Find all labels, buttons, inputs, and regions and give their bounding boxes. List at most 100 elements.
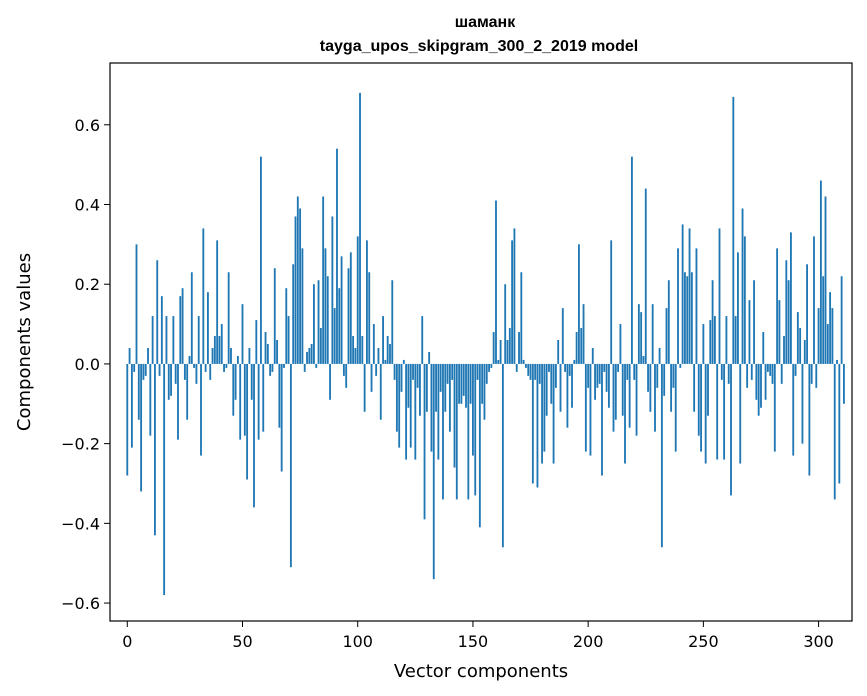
bar-44 bbox=[227, 272, 230, 364]
bar-86 bbox=[324, 248, 327, 364]
bar-226 bbox=[647, 363, 649, 392]
bar-32 bbox=[200, 363, 202, 456]
bar-139 bbox=[446, 363, 449, 384]
x-tick-label: 100 bbox=[342, 632, 373, 651]
bar-34 bbox=[204, 363, 207, 372]
bar-168 bbox=[513, 228, 516, 364]
bar-215 bbox=[621, 363, 624, 416]
bar-295 bbox=[806, 264, 808, 364]
bar-291 bbox=[796, 312, 799, 364]
bar-154 bbox=[481, 363, 484, 404]
bar-150 bbox=[472, 363, 474, 456]
bar-303 bbox=[824, 196, 827, 364]
bar-118 bbox=[398, 363, 401, 448]
bar-25 bbox=[183, 363, 186, 380]
x-tick-label: 50 bbox=[232, 632, 252, 651]
bar-145 bbox=[460, 363, 463, 404]
x-axis-ticks: 0 50 100 150 200 250 300 bbox=[122, 621, 834, 651]
bar-3 bbox=[133, 363, 136, 372]
bar-117 bbox=[395, 363, 398, 432]
bar-213 bbox=[617, 363, 620, 372]
bar-151 bbox=[474, 363, 477, 496]
bar-191 bbox=[566, 363, 569, 428]
bar-238 bbox=[674, 363, 677, 452]
bar-230 bbox=[656, 363, 659, 388]
bar-159 bbox=[492, 332, 495, 364]
bar-299 bbox=[815, 363, 818, 388]
bar-253 bbox=[709, 320, 712, 364]
bar-92 bbox=[338, 288, 341, 364]
bar-131 bbox=[428, 351, 431, 364]
bar-37 bbox=[211, 347, 214, 364]
bar-311 bbox=[843, 363, 845, 404]
bar-204 bbox=[596, 363, 599, 388]
bar-227 bbox=[649, 363, 652, 412]
bar-129 bbox=[423, 363, 426, 520]
bar-162 bbox=[499, 340, 502, 364]
bar-281 bbox=[773, 363, 776, 452]
bar-268 bbox=[743, 236, 746, 364]
bar-163 bbox=[501, 363, 504, 548]
bar-282 bbox=[776, 248, 779, 364]
bar-122 bbox=[407, 363, 410, 408]
bar-39 bbox=[216, 240, 219, 364]
bar-140 bbox=[448, 363, 451, 432]
bar-256 bbox=[716, 363, 719, 460]
bar-107 bbox=[372, 324, 375, 364]
bar-210 bbox=[610, 240, 613, 364]
bar-112 bbox=[384, 359, 387, 364]
bar-88 bbox=[329, 363, 331, 400]
bar-195 bbox=[575, 332, 578, 364]
bar-297 bbox=[810, 363, 813, 384]
bar-261 bbox=[727, 363, 730, 384]
bar-254 bbox=[711, 280, 714, 364]
bar-49 bbox=[239, 363, 242, 440]
plot-frame bbox=[109, 62, 853, 622]
bar-67 bbox=[280, 363, 283, 472]
bar-196 bbox=[578, 244, 580, 364]
bar-96 bbox=[347, 268, 350, 364]
bar-272 bbox=[753, 280, 755, 364]
bar-248 bbox=[697, 363, 700, 436]
bar-239 bbox=[677, 248, 679, 364]
bar-232 bbox=[660, 363, 663, 548]
bar-31 bbox=[197, 316, 200, 364]
bar-161 bbox=[497, 359, 500, 364]
bar-269 bbox=[746, 363, 749, 388]
bar-103 bbox=[363, 363, 366, 412]
bar-211 bbox=[612, 363, 615, 432]
bar-158 bbox=[490, 363, 493, 368]
bar-301 bbox=[819, 180, 822, 364]
bar-66 bbox=[278, 363, 281, 428]
bar-35 bbox=[207, 292, 209, 364]
bar-125 bbox=[414, 363, 417, 460]
bar-74 bbox=[296, 196, 299, 364]
bar-72 bbox=[292, 264, 295, 364]
y-tick-label: 0.0 bbox=[75, 355, 100, 374]
bar-244 bbox=[688, 228, 691, 364]
bar-69 bbox=[285, 288, 288, 364]
bar-266 bbox=[739, 363, 742, 464]
bar-224 bbox=[642, 355, 645, 364]
bar-16 bbox=[163, 363, 166, 596]
bar-225 bbox=[644, 188, 647, 364]
bar-21 bbox=[174, 363, 177, 384]
bar-104 bbox=[366, 240, 368, 364]
bar-284 bbox=[780, 363, 783, 384]
bar-236 bbox=[670, 363, 673, 412]
bar-309 bbox=[838, 363, 841, 484]
y-axis-ticks: −0.6 −0.4 −0.2 0.0 0.2 0.4 0.6 bbox=[61, 116, 110, 613]
bar-307 bbox=[833, 363, 836, 500]
bar-275 bbox=[760, 363, 762, 408]
bar-231 bbox=[658, 347, 661, 364]
bar-192 bbox=[568, 363, 571, 376]
bar-71 bbox=[289, 363, 292, 568]
bar-280 bbox=[771, 363, 774, 384]
bar-149 bbox=[469, 363, 472, 404]
bar-304 bbox=[826, 324, 829, 364]
bar-40 bbox=[218, 336, 221, 364]
bar-160 bbox=[495, 200, 497, 364]
bar-155 bbox=[483, 363, 486, 420]
bar-270 bbox=[748, 300, 751, 364]
